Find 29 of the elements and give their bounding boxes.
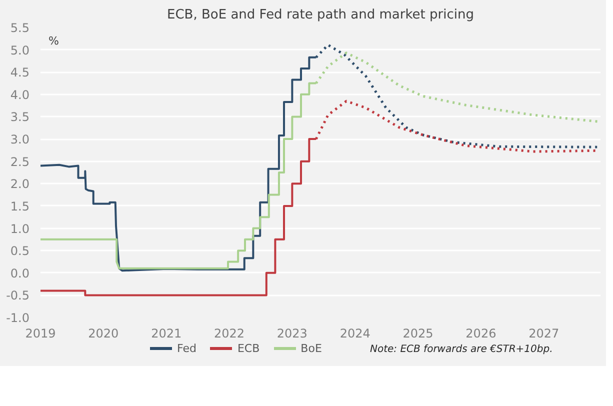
y-tick-label: 3.0 [10, 132, 30, 147]
legend-label: Fed [176, 341, 196, 357]
y-tick-label: 0.0 [10, 266, 30, 280]
x-tick-label: 2023 [276, 326, 308, 340]
y-tick-label: 4.5 [10, 66, 30, 80]
y-tick-label: 2.0 [10, 177, 30, 192]
y-axis-title: % [48, 34, 59, 48]
text: Note: ECB forwards are €STR+10bp. [370, 343, 553, 357]
x-tick-label: 2024 [340, 326, 370, 340]
y-tick-label: 5.0 [10, 43, 30, 58]
legend-label: BoE [300, 341, 322, 357]
y-tick-label: -0.5 [6, 288, 30, 303]
x-tick-label: 2019 [25, 326, 56, 340]
y-tick-label: 1.5 [10, 199, 30, 214]
x-tick-label: 2026 [466, 326, 496, 340]
x-tick-label: 2027 [528, 326, 560, 340]
x-tick-label: 2022 [214, 326, 245, 340]
chart-title: ECB, BoE and Fed rate path and market pricing [167, 8, 474, 22]
y-tick-label: 5.5 [10, 21, 30, 35]
x-tick-label: 2025 [402, 326, 434, 340]
y-tick-label: 3.5 [10, 110, 30, 124]
y-tick-label: 1.0 [10, 222, 30, 236]
legend-label: ECB [236, 341, 260, 357]
x-tick-label: 2021 [151, 326, 182, 340]
y-tick-label: 4.0 [10, 88, 30, 102]
y-tick-label: -1.0 [6, 311, 30, 325]
x-tick-label: 2020 [88, 326, 119, 340]
y-tick-label: 2.5 [10, 154, 30, 169]
y-tick-label: 0.5 [10, 244, 30, 258]
